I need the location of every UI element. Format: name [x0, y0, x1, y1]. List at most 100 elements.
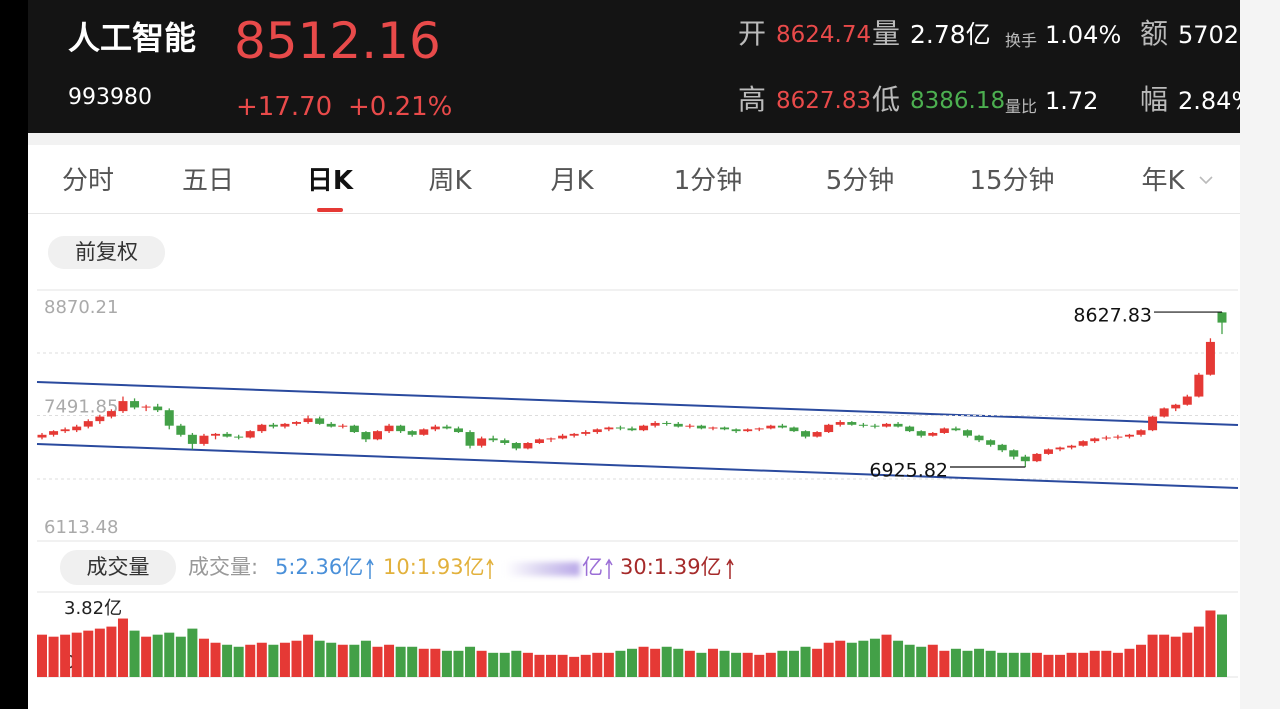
- volume-bar: [731, 652, 742, 677]
- volume-bar: [117, 618, 128, 677]
- tab[interactable]: 5分钟: [825, 166, 895, 196]
- volume-bar: [638, 646, 649, 677]
- volume-bar: [916, 646, 927, 677]
- volume-bar: [129, 630, 140, 677]
- volume-bar: [1031, 652, 1042, 677]
- quote-header: 人工智能 993980 8512.16 +17.70 +0.21% 开 8624…: [28, 0, 1240, 133]
- candle-body: [997, 444, 1007, 451]
- candle-body: [187, 434, 197, 444]
- volume-bar: [37, 634, 47, 677]
- up-arrow: [486, 558, 494, 579]
- change: +17.70: [236, 92, 333, 122]
- candle-body: [37, 434, 47, 438]
- candle-body: [939, 428, 949, 433]
- candle-body: [292, 422, 302, 424]
- volume-bar: [476, 650, 487, 677]
- stat-label: 量比: [1005, 97, 1038, 116]
- candle-body: [407, 431, 417, 435]
- tab[interactable]: 1分钟: [673, 166, 743, 196]
- volume-bar: [1147, 634, 1158, 677]
- candle-body: [639, 425, 649, 431]
- tab[interactable]: 月K: [550, 166, 594, 196]
- volume-bar: [858, 640, 869, 677]
- volume-bar: [627, 648, 637, 677]
- volume-bar: [534, 654, 545, 677]
- candle-body: [453, 428, 463, 433]
- volume-bar: [950, 648, 961, 677]
- candle-body: [951, 428, 961, 431]
- volume-bar: [372, 646, 383, 677]
- up-arrow: [366, 558, 374, 579]
- volume-bar: [175, 636, 186, 677]
- y-tick-label: 7491.85: [44, 396, 118, 417]
- candle-body: [361, 432, 371, 440]
- stat-label: 量: [872, 17, 901, 50]
- volume-bar: [337, 644, 348, 677]
- candle-body: [268, 424, 278, 427]
- volume-bar: [488, 652, 499, 677]
- candle-body: [1020, 456, 1030, 462]
- stat-label: 额: [1140, 17, 1169, 50]
- volume-bar: [592, 652, 603, 677]
- candle-body: [199, 435, 209, 444]
- volume-bar: [465, 646, 476, 677]
- candle-body: [326, 423, 336, 427]
- volume-bar: [1136, 644, 1147, 677]
- tab[interactable]: 五日: [181, 166, 234, 196]
- tab[interactable]: 15分钟: [969, 166, 1055, 196]
- ma5-label: 5:2.36亿: [275, 555, 364, 579]
- candle-body: [106, 411, 116, 417]
- volume-bar: [152, 634, 163, 677]
- volume-bar: [256, 642, 267, 677]
- volume-bar: [707, 648, 718, 677]
- candle-body: [569, 433, 579, 436]
- candle-body: [338, 425, 348, 427]
- candle-body: [962, 430, 972, 436]
- volume-bar: [418, 648, 429, 677]
- candle-body: [280, 423, 290, 427]
- volume-bar: [800, 646, 811, 677]
- volume-bar: [1055, 654, 1066, 677]
- tab[interactable]: 年K: [1141, 166, 1185, 196]
- candle-body: [1043, 449, 1053, 454]
- price: 8512.16: [234, 12, 441, 70]
- tab[interactable]: 周K: [428, 166, 472, 196]
- volume-bar: [881, 634, 892, 677]
- adjust-button[interactable]: 前复权: [48, 236, 165, 269]
- candle-body: [211, 433, 221, 436]
- candle-body: [731, 429, 741, 432]
- volume-bar: [1112, 652, 1123, 677]
- tab[interactable]: 日K: [306, 166, 354, 196]
- candle-body: [1113, 436, 1123, 438]
- candle-body: [1217, 312, 1227, 323]
- candle-body: [812, 432, 822, 437]
- candle-body: [835, 422, 845, 425]
- volume-bar: [210, 642, 221, 677]
- volume-bar: [1078, 652, 1089, 677]
- volume-button[interactable]: 成交量: [60, 550, 176, 585]
- stat-value: 8624.74: [776, 22, 872, 48]
- volume-bar: [673, 648, 684, 677]
- volume-bar: [360, 640, 371, 677]
- volume-bar: [1101, 650, 1112, 677]
- candle-body: [130, 401, 140, 408]
- volume-bar: [326, 642, 337, 677]
- candle-body: [534, 439, 544, 443]
- candle-body: [662, 422, 672, 424]
- volume-bar: [904, 644, 915, 677]
- tab[interactable]: 分时: [61, 166, 114, 196]
- candle-body: [1159, 408, 1169, 417]
- volume-bar: [511, 650, 522, 677]
- candle-body: [766, 425, 776, 429]
- volume-bar: [268, 644, 279, 677]
- volume-bar: [742, 652, 753, 677]
- candle-body: [1124, 434, 1134, 437]
- volume-bar: [94, 628, 105, 677]
- candle-body: [592, 429, 602, 433]
- stat-label: 低: [872, 83, 901, 116]
- candle-body: [743, 429, 753, 432]
- candle-body: [315, 418, 325, 424]
- volume-bar: [615, 650, 626, 677]
- candle-body: [176, 425, 186, 435]
- stat-value: 8386.18: [910, 88, 1006, 114]
